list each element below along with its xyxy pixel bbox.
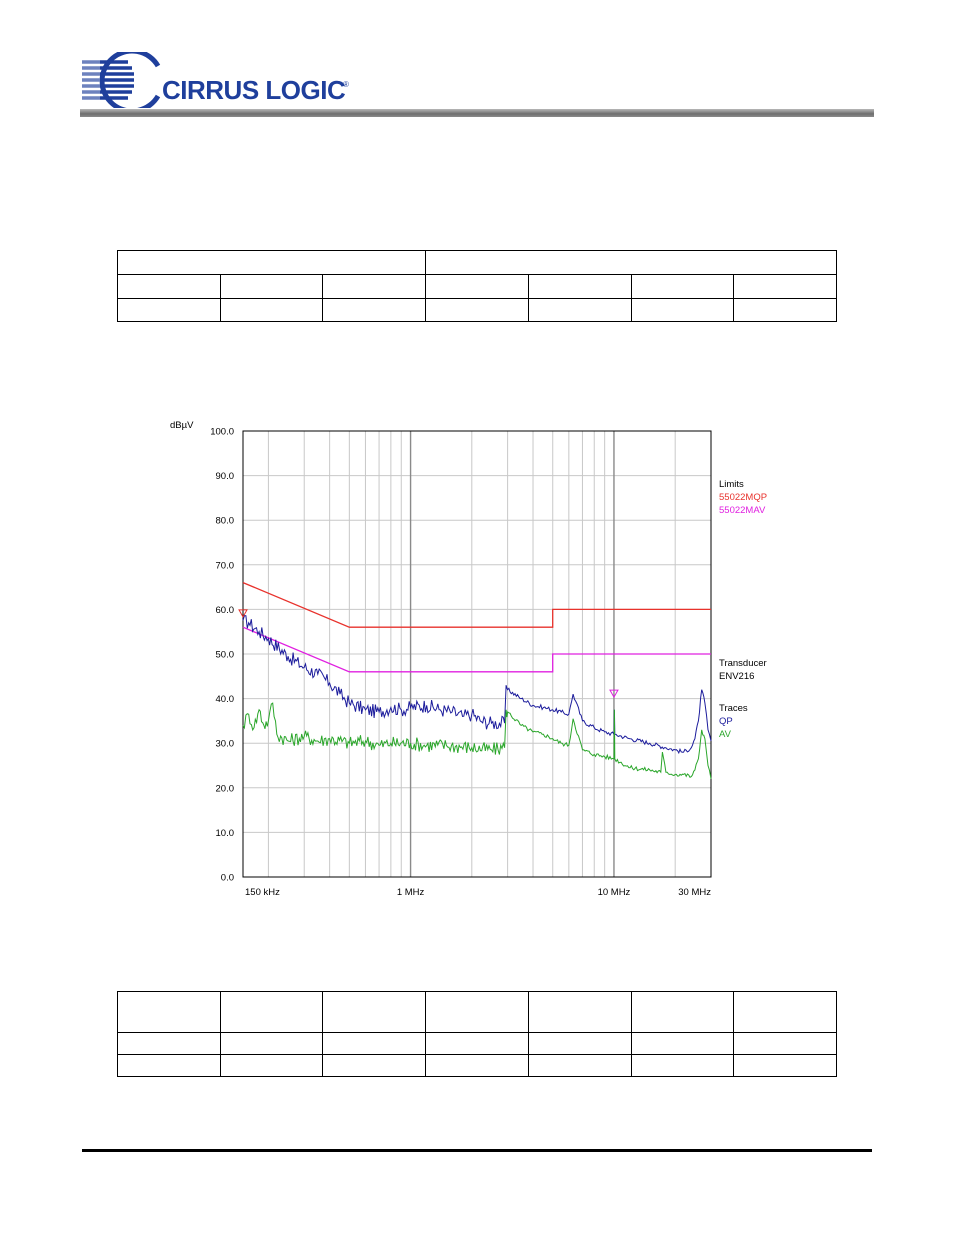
- y-tick-label: 30.0: [216, 739, 235, 750]
- table-cell: [116, 250, 427, 275]
- table-cell: [322, 1032, 427, 1055]
- table-cell: [219, 1032, 324, 1055]
- cirrus-logic-logo-mark: [80, 52, 161, 108]
- table-cell: [219, 298, 324, 322]
- table-cell: [219, 991, 324, 1033]
- table-cell: [630, 1032, 735, 1055]
- table-cell: [527, 1054, 632, 1077]
- y-tick-label: 60.0: [216, 605, 235, 616]
- limit-line: [242, 582, 711, 628]
- limit-line: [242, 626, 711, 673]
- table-cell: [630, 1054, 735, 1077]
- legend-transducer-title: Transducer: [719, 658, 767, 669]
- table-cell: [630, 991, 735, 1033]
- table-cell: [117, 991, 221, 1033]
- series-line-qp: [242, 615, 712, 755]
- header-rule: [80, 109, 874, 117]
- y-axis-label: dBµV: [170, 420, 194, 431]
- table-row: [117, 1054, 837, 1077]
- table-cell: [117, 274, 221, 299]
- y-tick-label: 10.0: [216, 828, 235, 839]
- table-cell: [733, 298, 837, 322]
- y-tick-label: 100.0: [210, 427, 234, 438]
- table-cell: [117, 298, 221, 322]
- emission-spectrum-chart: dBµV 100.0 90.0 80.0 70.0 60.0 50.0 40.0 30.0 20.…: [170, 420, 767, 898]
- table-cell: [425, 1054, 529, 1077]
- table-cell: [117, 1054, 221, 1077]
- y-tick-label: 40.0: [216, 694, 235, 705]
- table-cell: [527, 1032, 632, 1055]
- table-row: [117, 1032, 837, 1055]
- table-row: [117, 298, 837, 322]
- table-cell: [630, 274, 735, 299]
- table-cell: [322, 298, 427, 322]
- x-tick-label: 150 kHz: [245, 887, 280, 898]
- y-tick-label: 50.0: [216, 650, 235, 661]
- table-cell: [425, 1032, 529, 1055]
- table-cell: [219, 274, 324, 299]
- x-tick-label: 1 MHz: [397, 887, 425, 898]
- table-cell: [425, 991, 529, 1033]
- table-cell: [733, 991, 837, 1033]
- table-cell: [322, 274, 427, 299]
- table-cell: [322, 1054, 427, 1077]
- table-row: [117, 991, 837, 1033]
- peak-marker: [238, 609, 248, 618]
- table-cell: [527, 991, 632, 1033]
- y-tick-label: 70.0: [216, 560, 235, 571]
- table-cell: [219, 1054, 324, 1077]
- y-tick-label: 20.0: [216, 783, 235, 794]
- table-row: [117, 274, 837, 299]
- legend-limit-qp: 55022MQP: [719, 492, 767, 503]
- series-line-av: [242, 702, 712, 779]
- peak-marker: [609, 689, 619, 699]
- x-tick-label: 30 MHz: [678, 887, 711, 898]
- table-cell: [527, 274, 632, 299]
- table-cell: [733, 1054, 837, 1077]
- table-cell: [425, 250, 837, 275]
- company-name: CIRRUS LOGIC: [162, 75, 346, 105]
- table-cell: [425, 274, 529, 299]
- bottom-data-table: [117, 991, 837, 1077]
- table-cell: [733, 274, 837, 299]
- y-tick-label: 80.0: [216, 516, 235, 527]
- legend-traces-title: Traces: [719, 703, 748, 714]
- legend-limits-title: Limits: [719, 479, 744, 490]
- table-cell: [322, 991, 427, 1033]
- legend-limit-av: 55022MAV: [719, 505, 766, 516]
- x-tick-label: 10 MHz: [598, 887, 631, 898]
- table-cell: [630, 298, 735, 322]
- y-tick-label: 0.0: [221, 873, 234, 884]
- table-cell: [733, 1032, 837, 1055]
- table-cell: [117, 1032, 221, 1055]
- table-row: [116, 250, 837, 275]
- top-data-table: [116, 250, 837, 322]
- y-tick-label: 90.0: [216, 471, 235, 482]
- legend-trace-qp: QP: [719, 716, 733, 727]
- table-cell: [425, 298, 529, 322]
- registered-mark: ®: [343, 80, 349, 89]
- legend-transducer-name: ENV216: [719, 671, 754, 682]
- footer-rule: [82, 1149, 872, 1152]
- legend-trace-av: AV: [719, 729, 732, 740]
- table-cell: [527, 298, 632, 322]
